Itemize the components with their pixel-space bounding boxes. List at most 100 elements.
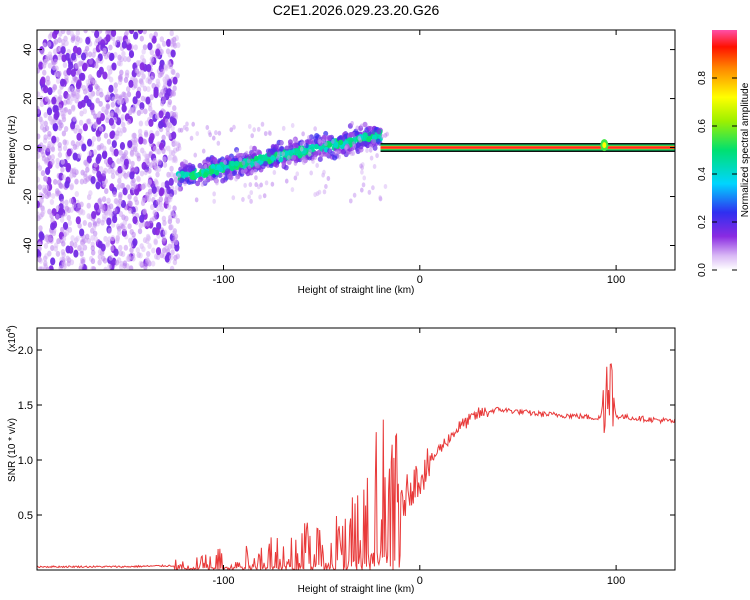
noise-blob (98, 166, 104, 173)
noise-blob (82, 123, 88, 132)
band-speck (223, 160, 227, 166)
noise-blob (106, 30, 111, 34)
band-blob (247, 153, 253, 160)
noise-blob (107, 227, 112, 234)
noise-blob (131, 132, 136, 139)
band-speck (355, 125, 360, 131)
band-speck (260, 121, 265, 127)
noise-blob (87, 221, 93, 228)
noise-blob (57, 37, 62, 44)
noise-blob (39, 101, 45, 108)
noise-blob (152, 209, 158, 216)
band-blob (210, 163, 216, 170)
noise-blob (114, 259, 120, 266)
band-blob (179, 170, 185, 177)
noise-blob (113, 148, 119, 157)
band-blob (216, 164, 222, 171)
noise-blob (116, 60, 122, 67)
noise-blob (133, 142, 139, 149)
band-speck (203, 164, 208, 170)
noise-blob (142, 150, 147, 157)
noise-blob (69, 240, 75, 247)
noise-blob (155, 171, 160, 178)
noise-blob (127, 223, 132, 230)
band-blob (338, 139, 344, 146)
noise-blob (108, 203, 114, 210)
noise-blob (46, 145, 51, 152)
noise-blob (64, 74, 69, 81)
noise-blob (38, 225, 43, 232)
snr-ylabel: SNR (10 * v/v) (7, 418, 18, 482)
noise-blob (101, 106, 106, 113)
noise-blob (147, 179, 152, 186)
noise-blob (128, 207, 133, 214)
noise-blob (66, 214, 71, 221)
noise-blob (96, 153, 102, 162)
band-blob (367, 125, 373, 132)
noise-blob (42, 58, 48, 65)
noise-blob (103, 132, 109, 139)
noise-blob (114, 198, 120, 205)
band-blob (283, 164, 289, 171)
band-speck (241, 196, 245, 202)
band-speck (313, 154, 318, 160)
noise-blob (97, 240, 103, 249)
band-speck (322, 169, 326, 175)
band-blob (348, 137, 354, 144)
band-blob (232, 170, 238, 176)
noise-blob (57, 124, 63, 131)
noise-blob (95, 85, 101, 92)
noise-blob (71, 168, 77, 175)
band-blob (337, 135, 343, 142)
noise-blob (66, 93, 71, 100)
band-speck (194, 197, 199, 203)
band-blob (314, 132, 320, 139)
noise-blob (110, 235, 116, 242)
band-speck (177, 173, 181, 179)
noise-blob (88, 74, 93, 81)
noise-blob (97, 259, 102, 266)
noise-blob (123, 158, 129, 167)
noise-blob (120, 114, 126, 121)
noise-blob (125, 86, 131, 93)
noise-blob (130, 160, 135, 167)
band-blob (197, 176, 203, 183)
noise-blob (110, 30, 117, 37)
noise-blob (173, 233, 179, 240)
band-speck (243, 167, 248, 173)
noise-blob (166, 60, 172, 67)
noise-blob (133, 166, 138, 173)
spectrogram-xtick-label: 0 (417, 274, 423, 286)
spectrogram-ytick-label: -20 (22, 189, 34, 205)
noise-blob (156, 148, 162, 155)
noise-blob (50, 222, 56, 231)
noise-blob (167, 99, 173, 106)
noise-blob (108, 84, 114, 93)
band-speck (244, 150, 249, 156)
band-blob (230, 160, 236, 167)
snr-xlabel: Height of straight line (km) (298, 584, 415, 595)
noise-blob (108, 117, 115, 126)
noise-blob (82, 244, 88, 251)
noise-blob (70, 235, 75, 242)
noise-blob (133, 195, 138, 202)
noise-blob (77, 202, 82, 209)
noise-blob (158, 92, 164, 99)
noise-blob (139, 214, 145, 223)
band-speck (360, 187, 364, 193)
band-blob (333, 141, 339, 148)
band-speck (299, 146, 304, 152)
noise-blob (77, 68, 82, 75)
band-blob (288, 144, 294, 151)
noise-blob (37, 200, 40, 209)
noise-blob (50, 146, 56, 153)
noise-blob (103, 266, 108, 270)
noise-blob (159, 36, 165, 43)
spectrogram-ytick-label: -40 (22, 238, 34, 254)
noise-blob (57, 142, 62, 149)
band-blob (212, 158, 218, 164)
noise-blob (169, 254, 174, 261)
noise-blob (60, 46, 66, 55)
noise-blob (57, 151, 63, 158)
band-speck (205, 125, 210, 131)
